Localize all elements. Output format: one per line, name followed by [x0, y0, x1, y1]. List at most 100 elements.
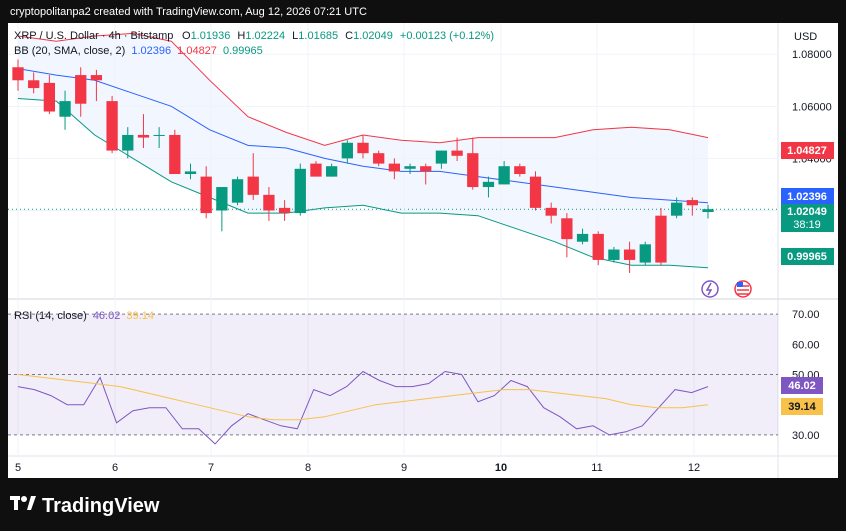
candle-body	[592, 233, 604, 260]
close-price-label: 1.02049 38:19	[781, 204, 834, 232]
upper-price-text: 1.04827	[787, 145, 827, 157]
legend-ohlc: O1.01936 H1.02224 L1.01685 C1.02049 +0.0…	[182, 30, 494, 42]
close-price-text: 1.02049	[787, 206, 827, 218]
legend-h: 1.02224	[245, 30, 285, 42]
candle-body	[43, 82, 56, 112]
rsi-tick-label: 30.00	[792, 430, 820, 442]
bb-basis-line	[17, 68, 709, 204]
time-tick-label: 10	[495, 462, 507, 474]
lightning-icon[interactable]	[701, 280, 719, 298]
upper-price-label: 1.04827	[781, 142, 834, 159]
legend-o: 1.01936	[191, 30, 231, 42]
legend-symbol: XRP / U.S. Dollar · 4h · Bitstamp	[14, 30, 173, 42]
candle-body	[153, 134, 165, 136]
candle-body	[561, 218, 573, 240]
legend-bb-upper: 1.04827	[177, 45, 217, 57]
candle-body	[200, 176, 212, 214]
legend-l: 1.01685	[298, 30, 338, 42]
candle-body	[608, 249, 620, 260]
lower-price-label: 0.99965	[781, 248, 834, 265]
candle-body	[169, 134, 181, 175]
lower-price-text: 0.99965	[787, 251, 827, 263]
rsi-tick-label: 60.00	[792, 339, 820, 351]
candle-body	[122, 134, 134, 151]
candle-body	[529, 176, 542, 208]
currency-label[interactable]: USD	[794, 31, 817, 43]
candle-body	[655, 215, 667, 263]
candle-body	[278, 207, 291, 214]
rsi-line	[17, 370, 709, 445]
candle-body	[357, 142, 369, 154]
time-tick-label: 9	[401, 462, 407, 474]
candle-body	[514, 166, 526, 175]
candle-body	[28, 80, 40, 89]
legend-bb: BB (20, SMA, close, 2) 1.02396 1.04827 0…	[14, 45, 263, 57]
chart-frame: 1.080001.060001.040001.02000567891011127…	[8, 23, 838, 478]
candle-body	[686, 200, 698, 206]
rsi-value-text: 46.02	[788, 380, 816, 392]
rsi-ma-line	[17, 374, 709, 421]
candle-body	[247, 176, 259, 195]
rsi-tick-label: 70.00	[792, 309, 820, 321]
time-tick-label: 5	[15, 462, 21, 474]
rsi-ma-label: 39.14	[781, 398, 823, 415]
candle-body	[75, 75, 87, 104]
tradingview-wordmark: TradingView	[42, 494, 160, 517]
legend-rsi-ma: 39.14	[126, 310, 154, 322]
candle-body	[420, 166, 432, 172]
candle-body	[435, 150, 448, 164]
legend-c-label: C	[345, 30, 353, 42]
candle-body	[545, 207, 557, 216]
candle-body	[388, 163, 401, 172]
legend-rsi-label: RSI (14, close)	[14, 310, 87, 322]
candle-body	[310, 163, 322, 177]
legend-rsi: RSI (14, close) 46.02 39.14	[14, 310, 154, 322]
candle-body	[137, 134, 150, 138]
header-text: cryptopolitanpa2 created with TradingVie…	[10, 6, 367, 18]
candle-body	[576, 233, 589, 242]
tradingview-logo[interactable]: TradingView	[10, 494, 159, 518]
legend-h-label: H	[237, 30, 245, 42]
legend-o-label: O	[182, 30, 191, 42]
candle-body	[184, 171, 197, 175]
candle-body	[670, 202, 683, 216]
countdown-text: 38:19	[793, 219, 821, 231]
basis-price-label: 1.02396	[781, 188, 834, 205]
time-tick-label: 12	[688, 462, 700, 474]
candle-body	[639, 244, 651, 263]
legend-change: +0.00123 (+0.12%)	[400, 30, 494, 42]
legend-c: 1.02049	[353, 30, 393, 42]
time-tick-label: 6	[112, 462, 118, 474]
legend-bb-lower: 0.99965	[223, 45, 263, 57]
time-tick-label: 8	[305, 462, 311, 474]
candle-body	[451, 150, 463, 156]
time-tick-label: 7	[208, 462, 214, 474]
legend-bb-basis: 1.02396	[131, 45, 171, 57]
candle-body	[263, 194, 275, 211]
candle-body	[294, 168, 306, 214]
candle-body	[90, 75, 103, 81]
time-tick-label: 11	[591, 462, 602, 474]
candle-body	[498, 166, 510, 185]
price-tick-label: 1.06000	[792, 101, 832, 113]
candle-body	[216, 187, 228, 211]
candle-body	[482, 181, 495, 188]
basis-price-text: 1.02396	[787, 191, 827, 203]
rsi-ma-text: 39.14	[788, 401, 816, 413]
candle-body	[341, 142, 353, 159]
price-tick-label: 1.08000	[792, 49, 832, 61]
candle-body	[467, 153, 479, 188]
candle-body	[106, 101, 118, 151]
candle-body	[325, 166, 338, 177]
rsi-value-label: 46.02	[781, 377, 823, 394]
legend-bb-label: BB (20, SMA, close, 2)	[14, 45, 125, 57]
candle-body	[623, 249, 636, 260]
legend-rsi-value: 46.02	[93, 310, 121, 322]
legend-l-label: L	[292, 30, 298, 42]
chart-svg[interactable]: 1.080001.060001.040001.02000567891011127…	[8, 23, 838, 478]
candle-body	[231, 179, 244, 203]
candle-body	[59, 101, 71, 117]
flag-icon[interactable]	[734, 280, 752, 298]
candle-body	[373, 153, 385, 164]
tradingview-mark-icon	[10, 494, 36, 518]
